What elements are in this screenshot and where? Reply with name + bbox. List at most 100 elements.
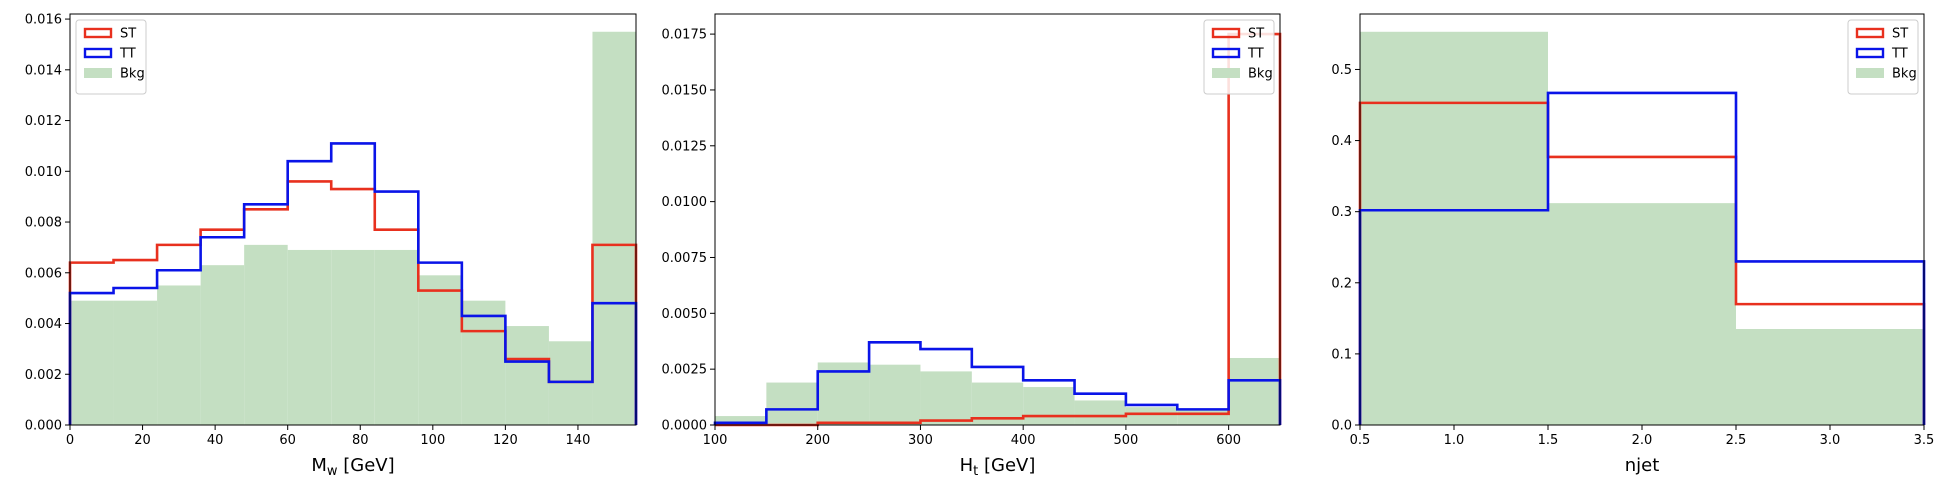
x-tick-label: 60 — [279, 433, 296, 448]
step-line-tt — [713, 341, 1282, 425]
legend-label-bkg: Bkg — [120, 67, 145, 82]
bkg-bar — [157, 285, 201, 425]
bkg-bar — [1125, 407, 1178, 425]
panel-2: 0.0000 0.0025 0.0050 0.0075 0.0100 0.0125 0.01… — [662, 13, 1282, 479]
axes-frame — [714, 13, 1281, 426]
step-line-tt — [68, 142, 638, 425]
y-tick-label: 0.016 — [25, 13, 62, 28]
legend: ST TT Bkg — [1203, 19, 1275, 95]
panel-1: 0.000 0.002 0.004 0.006 0.008 0.010 0.012 0.014… — [25, 13, 638, 479]
bkg-bar — [113, 300, 158, 425]
panel-3: 0.0 0.1 0.2 0.3 0.4 0.5 0.5 1.0 1.5 2.0 2.5 3.0 3.5 n… — [1331, 13, 1935, 476]
legend: ST TT Bkg — [1847, 19, 1919, 95]
legend-swatch-bkg — [1856, 68, 1884, 78]
bkg-bar — [200, 265, 245, 425]
legend-swatch-tt — [1211, 47, 1241, 59]
legend-label-bkg: Bkg — [1248, 67, 1273, 82]
axes-frame — [69, 13, 637, 426]
legend-label-st: ST — [1248, 27, 1264, 42]
x-tick-label: 400 — [1011, 433, 1036, 448]
x-tick-label: 80 — [352, 433, 369, 448]
y-tick-label: 0.0 — [1331, 419, 1352, 434]
legend-swatch-bkg — [1212, 68, 1240, 78]
legend-swatch-tt — [83, 47, 113, 59]
x-tick-label: 3.0 — [1820, 433, 1841, 448]
bkg-bar — [1023, 387, 1075, 425]
y-tick-label: 0.002 — [25, 368, 62, 383]
legend-swatch-tt — [1855, 47, 1885, 59]
step-line-tt — [1358, 91, 1926, 425]
legend-label-tt: TT — [1247, 47, 1264, 62]
legend-swatch-st — [1211, 27, 1241, 39]
y-tick-label: 0.000 — [25, 419, 62, 434]
bkg-bar — [418, 275, 462, 425]
step-line-st — [715, 32, 1282, 427]
bkg-bar — [461, 300, 506, 425]
legend-label-bkg: Bkg — [1892, 67, 1917, 82]
y-tick-label: 0.3 — [1331, 205, 1352, 220]
y-tick-label: 0.010 — [25, 165, 62, 180]
x-tick-label: 1.0 — [1444, 433, 1465, 448]
bkg-bar — [1548, 203, 1736, 425]
x-tick-label: 200 — [805, 433, 830, 448]
bkg-bar — [1736, 329, 1924, 425]
legend-label-st: ST — [1892, 27, 1908, 42]
x-tick-label: 1.5 — [1538, 433, 1559, 448]
x-tick-label: 20 — [134, 433, 151, 448]
bkg-bar — [505, 326, 549, 425]
y-tick-label: 0.2 — [1331, 276, 1352, 291]
y-tick-label: 0.0125 — [662, 139, 708, 154]
y-tick-label: 0.0100 — [662, 195, 708, 210]
bkg-bar — [1228, 357, 1280, 425]
y-tick-label: 0.1 — [1331, 347, 1352, 362]
x-tick-label: 3.5 — [1914, 433, 1935, 448]
x-tick-label: 0 — [66, 433, 74, 448]
x-tick-label: 140 — [566, 433, 591, 448]
x-axis-label: Ht [GeV] — [960, 455, 1036, 479]
x-tick-label: 300 — [908, 433, 933, 448]
y-tick-label: 0.012 — [25, 114, 62, 129]
x-tick-label: 0.5 — [1350, 433, 1371, 448]
y-tick-label: 0.0075 — [662, 251, 708, 266]
step-line-st — [1358, 101, 1926, 425]
x-axis-label: Mw [GeV] — [311, 455, 394, 479]
y-tick-label: 0.0050 — [662, 307, 708, 322]
bkg-bar — [715, 416, 767, 425]
x-axis-label: njet — [1625, 455, 1660, 476]
legend-label-tt: TT — [119, 47, 136, 62]
x-tick-label: 2.0 — [1632, 433, 1653, 448]
bkg-bar — [817, 362, 870, 425]
y-tick-label: 0.008 — [25, 216, 62, 231]
bkg-bar — [374, 249, 419, 425]
y-tick-label: 0.0000 — [662, 419, 708, 434]
legend-swatch-st — [83, 27, 113, 39]
bkg-bar — [920, 371, 972, 425]
bkg-bar — [1177, 409, 1229, 425]
bkg-bar — [287, 249, 332, 425]
x-tick-label: 100 — [420, 433, 445, 448]
x-tick-label: 500 — [1113, 433, 1138, 448]
x-tick-label: 100 — [703, 433, 728, 448]
bkg-bar — [331, 249, 375, 425]
x-tick-label: 600 — [1216, 433, 1241, 448]
y-tick-label: 0.006 — [25, 266, 62, 281]
legend-swatch-st — [1855, 27, 1885, 39]
bkg-bar — [1360, 31, 1548, 425]
y-tick-label: 0.0175 — [662, 28, 708, 43]
legend-swatch-bkg — [84, 68, 112, 78]
y-tick-label: 0.014 — [25, 63, 62, 78]
legend-label-tt: TT — [1891, 47, 1908, 62]
legend-label-st: ST — [120, 27, 136, 42]
bkg-bar — [1074, 400, 1126, 425]
bkg-bar — [592, 31, 636, 426]
x-tick-label: 120 — [493, 433, 518, 448]
bkg-bar — [869, 364, 921, 425]
x-tick-label: 40 — [207, 433, 224, 448]
y-tick-label: 0.0025 — [662, 363, 708, 378]
bkg-bar — [70, 300, 114, 425]
y-tick-label: 0.0150 — [662, 83, 708, 98]
legend: ST TT Bkg — [75, 19, 147, 95]
bkg-bar — [766, 382, 818, 425]
